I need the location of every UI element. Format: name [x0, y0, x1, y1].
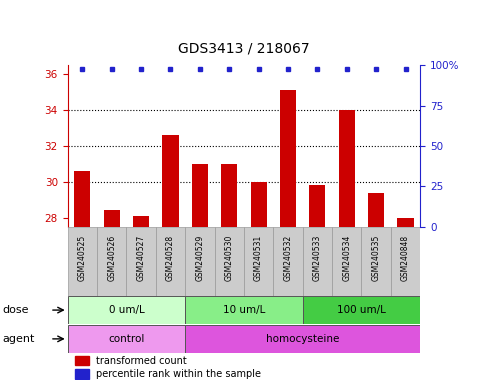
Bar: [97, 227, 127, 296]
Bar: [221, 164, 237, 227]
Bar: [309, 185, 326, 227]
Bar: [162, 135, 179, 227]
Text: GDS3413 / 218067: GDS3413 / 218067: [178, 42, 310, 56]
Bar: [156, 227, 185, 296]
Bar: [75, 356, 89, 366]
Bar: [104, 210, 120, 227]
Text: 10 um/L: 10 um/L: [223, 305, 265, 315]
Text: GSM240533: GSM240533: [313, 235, 322, 281]
Text: GSM240527: GSM240527: [137, 235, 145, 281]
Bar: [391, 227, 420, 296]
Bar: [185, 325, 420, 353]
Bar: [273, 227, 303, 296]
Text: GSM240848: GSM240848: [401, 235, 410, 281]
Text: agent: agent: [2, 334, 35, 344]
Bar: [68, 296, 185, 324]
Bar: [75, 369, 89, 379]
Text: 100 um/L: 100 um/L: [337, 305, 386, 315]
Bar: [214, 227, 244, 296]
Text: GSM240531: GSM240531: [254, 235, 263, 281]
Bar: [339, 110, 355, 227]
Bar: [398, 218, 413, 227]
Bar: [74, 171, 90, 227]
Bar: [303, 227, 332, 296]
Bar: [68, 227, 97, 296]
Text: dose: dose: [2, 305, 29, 315]
Bar: [192, 164, 208, 227]
Text: homocysteine: homocysteine: [266, 334, 340, 344]
Text: GSM240528: GSM240528: [166, 235, 175, 281]
Text: GSM240534: GSM240534: [342, 235, 351, 281]
Text: GSM240525: GSM240525: [78, 235, 87, 281]
Bar: [127, 227, 156, 296]
Bar: [332, 227, 361, 296]
Bar: [68, 325, 185, 353]
Bar: [280, 90, 296, 227]
Bar: [185, 296, 303, 324]
Text: GSM240529: GSM240529: [195, 235, 204, 281]
Text: percentile rank within the sample: percentile rank within the sample: [96, 369, 261, 379]
Text: 0 um/L: 0 um/L: [109, 305, 144, 315]
Text: transformed count: transformed count: [96, 356, 186, 366]
Bar: [251, 182, 267, 227]
Bar: [361, 227, 391, 296]
Bar: [368, 192, 384, 227]
Bar: [303, 296, 420, 324]
Text: GSM240530: GSM240530: [225, 235, 234, 281]
Text: control: control: [108, 334, 144, 344]
Bar: [185, 227, 214, 296]
Text: GSM240532: GSM240532: [284, 235, 293, 281]
Text: GSM240535: GSM240535: [371, 235, 381, 281]
Text: GSM240526: GSM240526: [107, 235, 116, 281]
Bar: [244, 227, 273, 296]
Bar: [133, 216, 149, 227]
